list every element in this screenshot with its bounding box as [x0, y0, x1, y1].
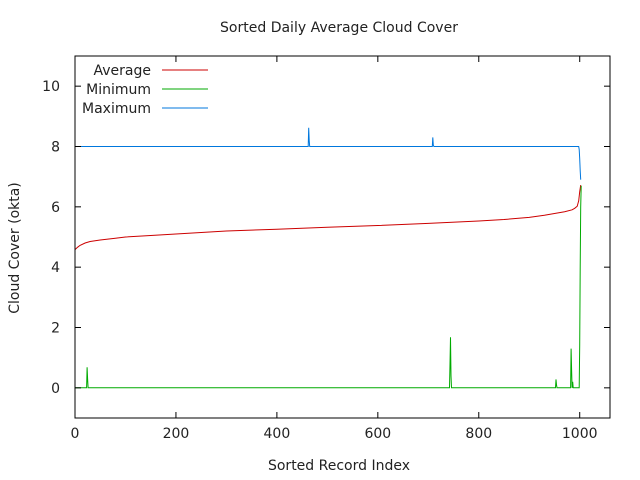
- y-tick-label: 4: [51, 260, 60, 276]
- legend-label-minimum: Minimum: [86, 82, 151, 98]
- x-tick-label: 0: [71, 426, 80, 442]
- x-axis-label: Sorted Record Index: [268, 458, 410, 474]
- x-tick-label: 400: [264, 426, 291, 442]
- legend: Average Minimum Maximum: [82, 63, 208, 117]
- legend-label-maximum: Maximum: [82, 101, 151, 117]
- legend-label-average: Average: [94, 63, 152, 79]
- chart-title: Sorted Daily Average Cloud Cover: [220, 20, 458, 36]
- y-tick-label: 6: [51, 200, 60, 216]
- y-axis-label: Cloud Cover (okta): [7, 182, 23, 314]
- y-tick-label: 10: [42, 79, 60, 95]
- y-tick-label: 2: [51, 321, 60, 337]
- plot-frame: [74, 55, 611, 419]
- axes: 0 200 400 600 800 1000 0 2 4 6 8 10: [42, 55, 611, 442]
- series-line-maximum: [75, 127, 582, 180]
- x-tick-label: 600: [364, 426, 391, 442]
- y-tick-label: 8: [51, 140, 60, 156]
- x-tick-label: 1000: [562, 426, 598, 442]
- series-line-minimum: [75, 185, 582, 389]
- y-tick-label: 0: [51, 381, 60, 397]
- x-tick-label: 800: [465, 426, 492, 442]
- series-line-average: [74, 185, 582, 251]
- x-tick-label: 200: [163, 426, 190, 442]
- plot-area: [74, 127, 582, 389]
